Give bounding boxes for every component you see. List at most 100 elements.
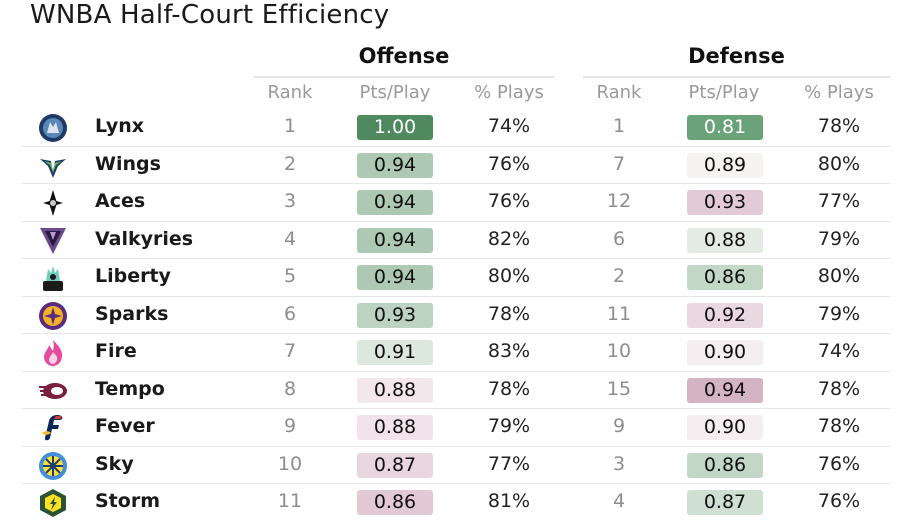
tempo-logo-icon [38,376,68,406]
defense-pct-plays: 80% [817,265,861,287]
team-name: Sparks [95,302,169,325]
row-divider [22,295,890,297]
page-title: WNBA Half-Court Efficiency [30,0,390,30]
defense-pct-plays: 77% [817,190,861,212]
valkyries-logo-icon [38,226,68,256]
defense-pts-per-play: 0.89 [687,152,763,178]
defense-pct-plays: 78% [817,415,861,437]
defense-header-divider [583,76,890,78]
offense-pts-per-play: 0.94 [357,190,433,215]
offense-ppp-header: Pts/Play [359,82,431,103]
offense-pts-per-play: 0.94 [357,227,433,253]
defense-rank: 7 [612,152,626,175]
offense-pct-plays: 74% [487,115,531,137]
offense-rank-header: Rank [267,82,313,103]
offense-pct-plays: 77% [487,452,531,475]
table-row: Tempo 8 0.88 78% 15 0.94 78% [22,372,890,409]
row-divider [22,445,890,447]
lynx-logo-icon [38,113,68,143]
table-row: Storm 11 0.86 81% 4 0.87 76% [22,484,890,521]
offense-rank: 11 [277,490,303,512]
defense-pct-plays: 78% [817,115,861,137]
row-divider [22,483,890,484]
defense-pts-per-play: 0.86 [687,452,763,478]
team-name: Wings [95,152,161,175]
row-divider [22,220,890,222]
table-row: Sky 10 0.87 77% 3 0.86 76% [22,447,890,484]
fever-logo-icon [38,413,68,443]
offense-pts-per-play: 0.88 [357,377,433,403]
team-name: Fire [95,340,137,362]
defense-pts-per-play: 0.88 [687,227,763,253]
row-divider [22,333,890,334]
defense-pct-plays: 80% [817,152,861,175]
offense-pct-plays: 83% [487,340,531,362]
offense-rank: 1 [283,115,297,137]
table-row: Aces 3 0.94 76% 12 0.93 77% [22,184,890,221]
team-name: Fever [95,415,155,437]
liberty-logo-icon [38,263,68,293]
defense-pts-per-play: 0.90 [687,340,763,365]
offense-pts-per-play: 1.00 [357,115,433,140]
defense-rank: 1 [612,115,626,137]
offense-header-divider [254,76,554,78]
defense-pct-plays: 76% [817,452,861,475]
defense-pts-per-play: 0.90 [687,415,763,440]
row-divider [22,145,890,147]
defense-rank-header: Rank [596,82,642,103]
offense-rank: 3 [283,190,297,212]
team-name: Tempo [95,377,165,400]
offense-group-header: Offense [358,44,450,68]
sparks-logo-icon [38,301,68,331]
row-divider [22,370,890,372]
offense-pct-plays: 76% [487,152,531,175]
table-row: Valkyries 4 0.94 82% 6 0.88 79% [22,222,890,259]
offense-rank: 2 [283,152,297,175]
offense-pts-per-play: 0.91 [357,340,433,365]
table-row: Wings 2 0.94 76% 7 0.89 80% [22,147,890,184]
defense-pct-plays: 79% [817,302,861,325]
team-name: Sky [95,452,134,475]
offense-rank: 6 [283,302,297,325]
wings-logo-icon [38,151,68,181]
offense-pts-per-play: 0.86 [357,490,433,515]
defense-rank: 6 [612,227,626,250]
offense-pct-plays: 80% [487,265,531,287]
defense-rank: 4 [612,490,626,512]
defense-pct-plays: 79% [817,227,861,250]
table-row: Sparks 6 0.93 78% 11 0.92 79% [22,297,890,334]
defense-rank: 10 [606,340,632,362]
team-name: Storm [95,490,160,512]
defense-group-header: Defense [688,44,785,68]
offense-pct-plays: 78% [487,302,531,325]
defense-rank: 2 [612,265,626,287]
offense-rank: 9 [283,415,297,437]
sky-logo-icon [38,451,68,481]
defense-pct-header: % Plays [804,82,874,103]
team-name: Lynx [95,115,144,137]
defense-pts-per-play: 0.81 [687,115,763,140]
offense-rank: 7 [283,340,297,362]
offense-rank: 5 [283,265,297,287]
defense-pct-plays: 74% [817,340,861,362]
defense-ppp-header: Pts/Play [688,82,760,103]
offense-pts-per-play: 0.87 [357,452,433,478]
defense-rank: 9 [612,415,626,437]
storm-logo-icon [38,488,68,518]
aces-logo-icon [38,188,68,218]
fire-logo-icon [38,338,68,368]
table-row: Lynx 1 1.00 74% 1 0.81 78% [22,109,890,146]
team-name: Aces [95,190,146,212]
team-name: Liberty [95,265,171,287]
defense-rank: 15 [606,377,632,400]
offense-pct-plays: 76% [487,190,531,212]
offense-pts-per-play: 0.88 [357,415,433,440]
offense-pct-plays: 78% [487,377,531,400]
defense-rank: 11 [606,302,632,325]
offense-rank: 4 [283,227,297,250]
defense-rank: 3 [612,452,626,475]
defense-pts-per-play: 0.86 [687,265,763,290]
offense-pct-plays: 81% [487,490,531,512]
defense-pts-per-play: 0.92 [687,302,763,328]
offense-rank: 10 [277,452,303,475]
